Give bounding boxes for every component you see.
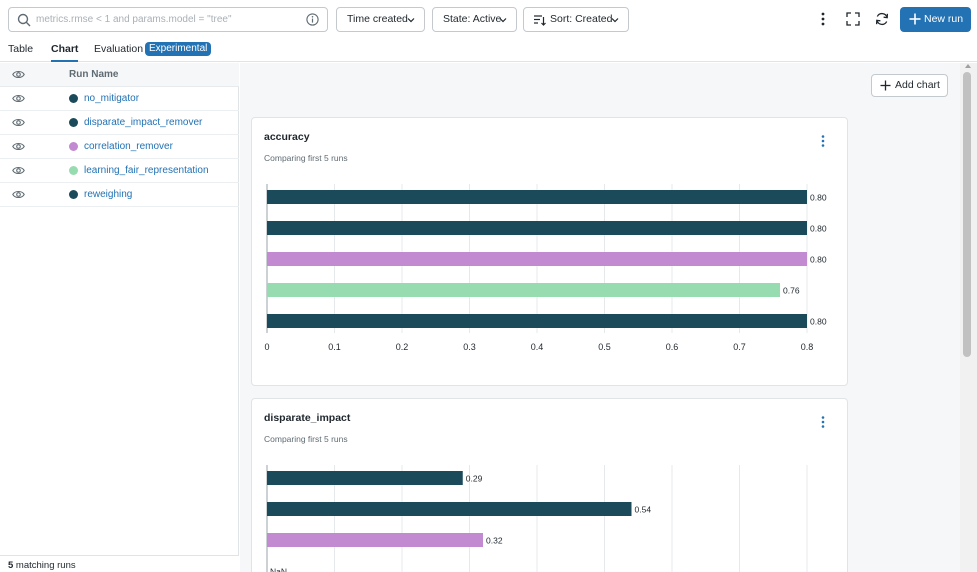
run-name-link[interactable]: correlation_remover xyxy=(84,141,173,152)
toolbar: Time created State: Active Sort: Created xyxy=(0,0,977,38)
run-name-link[interactable]: no_mitigator xyxy=(84,93,140,104)
experimental-badge: Experimental xyxy=(145,42,212,56)
state-label: State: Active xyxy=(443,13,502,25)
state-dropdown[interactable]: State: Active xyxy=(432,7,517,32)
bar-value-label: 0.32 xyxy=(486,536,503,546)
chart-card-disparate-impact: disparate_impact Comparing first 5 runs … xyxy=(251,398,848,572)
run-name-link[interactable]: learning_fair_representation xyxy=(84,165,209,176)
chevron-down-icon xyxy=(611,18,619,23)
tab-chart[interactable]: Chart xyxy=(51,43,79,62)
x-tick-label: 0 xyxy=(264,342,269,352)
sort-icon xyxy=(534,15,546,26)
run-color-dot[interactable] xyxy=(69,94,78,103)
search-input[interactable] xyxy=(36,11,306,28)
chevron-down-icon xyxy=(499,18,507,23)
run-list: Run Name no_mitigator disparate_impact_re… xyxy=(0,63,239,572)
run-row: correlation_remover xyxy=(0,135,239,159)
scroll-up-arrow[interactable] xyxy=(965,64,971,68)
fullscreen-icon[interactable] xyxy=(844,10,862,28)
sort-dropdown[interactable]: Sort: Created xyxy=(523,7,629,32)
bar-value-label: 0.29 xyxy=(466,474,483,484)
run-color-dot[interactable] xyxy=(69,166,78,175)
eye-icon[interactable] xyxy=(12,165,25,176)
accuracy-bar-chart: 0.80 0.80 0.80 0.76 0.80 0 0.1 0.2 0.3 0.4 0.5 0.6 0… xyxy=(264,184,827,352)
chart-area: Add chart accuracy Comparing first 5 run… xyxy=(240,63,967,572)
search-box[interactable] xyxy=(8,7,328,32)
bar-learning_fair_representation xyxy=(267,283,780,297)
add-chart-label: Add chart xyxy=(895,79,940,91)
chart-title: accuracy xyxy=(264,131,310,143)
x-tick-label: 0.2 xyxy=(396,342,409,352)
chart-title: disparate_impact xyxy=(264,412,351,424)
chart-subtitle: Comparing first 5 runs xyxy=(264,153,348,163)
time-created-dropdown[interactable]: Time created xyxy=(336,7,425,32)
run-color-dot[interactable] xyxy=(69,142,78,151)
tab-table[interactable]: Table xyxy=(8,43,34,55)
plus-icon xyxy=(880,80,891,91)
eye-icon[interactable] xyxy=(12,117,25,128)
refresh-icon[interactable] xyxy=(873,10,891,28)
search-icon xyxy=(17,13,31,27)
run-row: reweighing xyxy=(0,183,239,207)
matching-runs-count: 5 matching runs xyxy=(0,555,239,572)
x-tick-label: 0.6 xyxy=(666,342,679,352)
chevron-down-icon xyxy=(407,18,415,23)
tab-evaluation[interactable]: Evaluation xyxy=(94,43,144,55)
bar-value-label: 0.80 xyxy=(810,255,827,265)
x-tick-label: 0.8 xyxy=(801,342,814,352)
chart-options-icon[interactable] xyxy=(818,415,828,429)
chart-options-icon[interactable] xyxy=(818,134,828,148)
bar-value-label: 0.54 xyxy=(635,505,652,515)
bar-disparate_impact_remover xyxy=(267,221,807,235)
chart-card-accuracy: accuracy Comparing first 5 runs 0.80 0.80… xyxy=(251,117,848,386)
run-row: disparate_impact_remover xyxy=(0,111,239,135)
more-options-icon[interactable] xyxy=(814,10,832,28)
eye-icon[interactable] xyxy=(12,93,25,104)
x-tick-label: 0.4 xyxy=(531,342,544,352)
eye-icon[interactable] xyxy=(12,141,25,152)
x-tick-label: 0.1 xyxy=(328,342,341,352)
bar-value-label: NaN xyxy=(270,567,287,572)
x-tick-label: 0.7 xyxy=(733,342,746,352)
time-created-label: Time created xyxy=(347,13,408,25)
add-chart-button[interactable]: Add chart xyxy=(871,74,948,97)
run-name-header[interactable]: Run Name xyxy=(69,69,119,80)
new-run-button[interactable]: New run xyxy=(900,7,971,32)
bar-value-label: 0.80 xyxy=(810,224,827,234)
chart-subtitle: Comparing first 5 runs xyxy=(264,434,348,444)
bar-disparate_impact_remover xyxy=(267,502,632,516)
matching-runs-text: matching runs xyxy=(13,560,76,571)
run-color-dot[interactable] xyxy=(69,190,78,199)
bar-value-label: 0.80 xyxy=(810,193,827,203)
matching-runs-number: 5 xyxy=(8,560,14,571)
view-tabs: Table Chart Evaluation Experimental xyxy=(0,38,977,62)
bar-value-label: 0.76 xyxy=(783,286,800,296)
run-list-header: Run Name xyxy=(0,63,239,87)
eye-icon[interactable] xyxy=(12,189,25,200)
eye-icon[interactable] xyxy=(12,69,25,80)
run-name-link[interactable]: reweighing xyxy=(84,189,133,200)
x-tick-label: 0.5 xyxy=(598,342,611,352)
plus-icon xyxy=(909,13,921,25)
x-tick-label: 0.3 xyxy=(463,342,476,352)
disparate-impact-bar-chart: 0.29 0.54 0.32 NaN xyxy=(266,465,808,572)
scrollbar-thumb[interactable] xyxy=(963,72,971,357)
new-run-label: New run xyxy=(924,13,964,25)
bar-no_mitigator xyxy=(267,190,807,204)
run-name-link[interactable]: disparate_impact_remover xyxy=(84,117,203,128)
run-row: no_mitigator xyxy=(0,87,239,111)
bar-reweighing xyxy=(267,314,807,328)
sort-label: Sort: Created xyxy=(550,13,613,25)
run-color-dot[interactable] xyxy=(69,118,78,127)
bar-no_mitigator xyxy=(267,471,463,485)
info-icon[interactable] xyxy=(306,13,319,26)
run-row: learning_fair_representation xyxy=(0,159,239,183)
bar-value-label: 0.80 xyxy=(810,317,827,327)
bar-correlation_remover xyxy=(267,533,483,547)
bar-correlation_remover xyxy=(267,252,807,266)
